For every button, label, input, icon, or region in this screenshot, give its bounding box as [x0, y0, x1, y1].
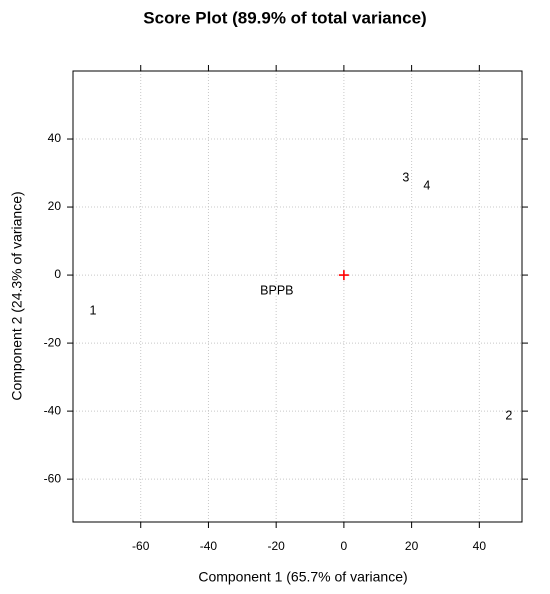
point-label: 2	[505, 409, 512, 423]
y-tick-label: -20	[44, 335, 62, 349]
plot-frame	[72, 70, 523, 523]
point-label: 3	[402, 170, 409, 184]
x-tick-label: -20	[267, 539, 285, 553]
y-axis-label: Component 2 (24.3% of variance)	[9, 191, 25, 400]
x-tick-label: -40	[200, 539, 218, 553]
point-label: BPPB	[260, 283, 293, 297]
y-tick-label: 20	[48, 199, 62, 213]
chart-title: Score Plot (89.9% of total variance)	[143, 8, 426, 27]
x-tick-label: -60	[132, 539, 150, 553]
point-label: 1	[90, 303, 97, 317]
y-tick-label: 0	[54, 267, 61, 281]
point-label: 4	[423, 178, 430, 192]
y-tick-label: -60	[44, 471, 62, 485]
x-tick-label: 20	[405, 539, 419, 553]
x-tick-label: 0	[341, 539, 348, 553]
y-tick-label: -40	[44, 403, 62, 417]
origin-marker	[338, 270, 349, 281]
x-tick-label: 40	[473, 539, 487, 553]
x-axis-label: Component 1 (65.7% of variance)	[198, 569, 407, 585]
y-tick-label: 40	[48, 131, 62, 145]
